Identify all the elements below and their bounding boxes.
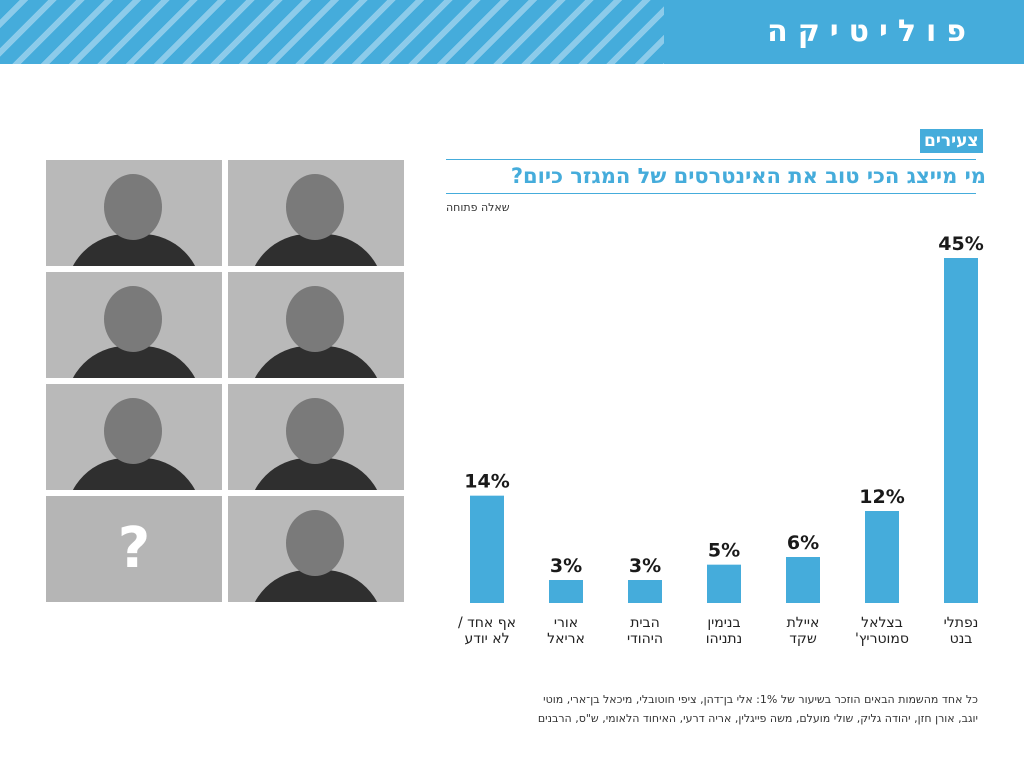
- bar-4: [786, 557, 820, 603]
- portrait-head: [286, 286, 344, 352]
- bar-value-label-0: 14%: [464, 471, 509, 493]
- category-label-1-0: אורי: [554, 615, 578, 631]
- header-title: פוליטיקה: [767, 14, 976, 49]
- photo-3: [46, 272, 222, 378]
- category-label-6-1: בנט: [950, 631, 973, 647]
- portrait-head: [104, 286, 162, 352]
- header-solid: [664, 0, 1024, 64]
- bar-value-label-3: 5%: [708, 540, 740, 562]
- category-label-2-1: היהודי: [627, 631, 663, 647]
- photo-5: [46, 384, 222, 490]
- photo-4: [228, 272, 404, 378]
- category-label-0-0: אף אחד /: [458, 615, 516, 631]
- portrait-head: [286, 510, 344, 576]
- bar-value-label-1: 3%: [550, 555, 582, 577]
- photo-2: [228, 160, 404, 266]
- footnote-line-1: כל אחד מהשמות הבאים הוזכר בשיעור של 1%: …: [543, 693, 978, 706]
- category-label-5-1: סמוטריץ': [855, 631, 909, 647]
- portrait-head: [104, 174, 162, 240]
- category-label-3-0: בנימין: [707, 615, 740, 631]
- footnote-line-2: יוגב, אורן חזן, יהודה גליק, שולי מועלם, …: [537, 712, 978, 725]
- bar-0: [470, 495, 504, 603]
- bar-value-label-5: 12%: [859, 486, 904, 508]
- subquestion: שאלה פתוחה: [446, 201, 510, 214]
- bar-1: [549, 580, 583, 603]
- category-label-3-1: נתניהו: [706, 631, 743, 647]
- photo-6: [228, 384, 404, 490]
- category-label-2-0: הבית: [630, 615, 660, 631]
- photo-unknown: ?: [46, 496, 222, 602]
- header-banner: פוליטיקה: [0, 0, 1024, 64]
- unknown-question-mark: ?: [117, 516, 151, 581]
- portrait-head: [104, 398, 162, 464]
- category-label-5-0: בצלאל: [861, 615, 903, 631]
- bar-3: [707, 564, 741, 603]
- bar-value-label-4: 6%: [787, 532, 819, 554]
- question-top-rule: [446, 159, 976, 160]
- category-label-4-0: איילת: [787, 615, 820, 631]
- bar-5: [865, 511, 899, 603]
- question-title: מי מייצג הכי טוב את האינטרסים של המגזר כ…: [510, 164, 986, 188]
- bar-value-label-6: 45%: [938, 233, 983, 255]
- footnote: כל אחד מהשמות הבאים הוזכר בשיעור של 1%: …: [418, 690, 978, 728]
- question-bottom-rule: [446, 193, 976, 194]
- bar-value-label-2: 3%: [629, 555, 661, 577]
- portrait-head: [286, 174, 344, 240]
- category-label-6-0: נפתלי: [944, 615, 979, 631]
- bar-2: [628, 580, 662, 603]
- bar-6: [944, 258, 978, 603]
- category-label-0-1: לא יודע: [464, 631, 509, 647]
- category-label-4-1: שקד: [789, 631, 817, 647]
- photo-1: [46, 160, 222, 266]
- category-label-1-1: אריאל: [547, 631, 585, 647]
- segment-badge: צעירים: [920, 129, 983, 153]
- portrait-head: [286, 398, 344, 464]
- photo-8: [228, 496, 404, 602]
